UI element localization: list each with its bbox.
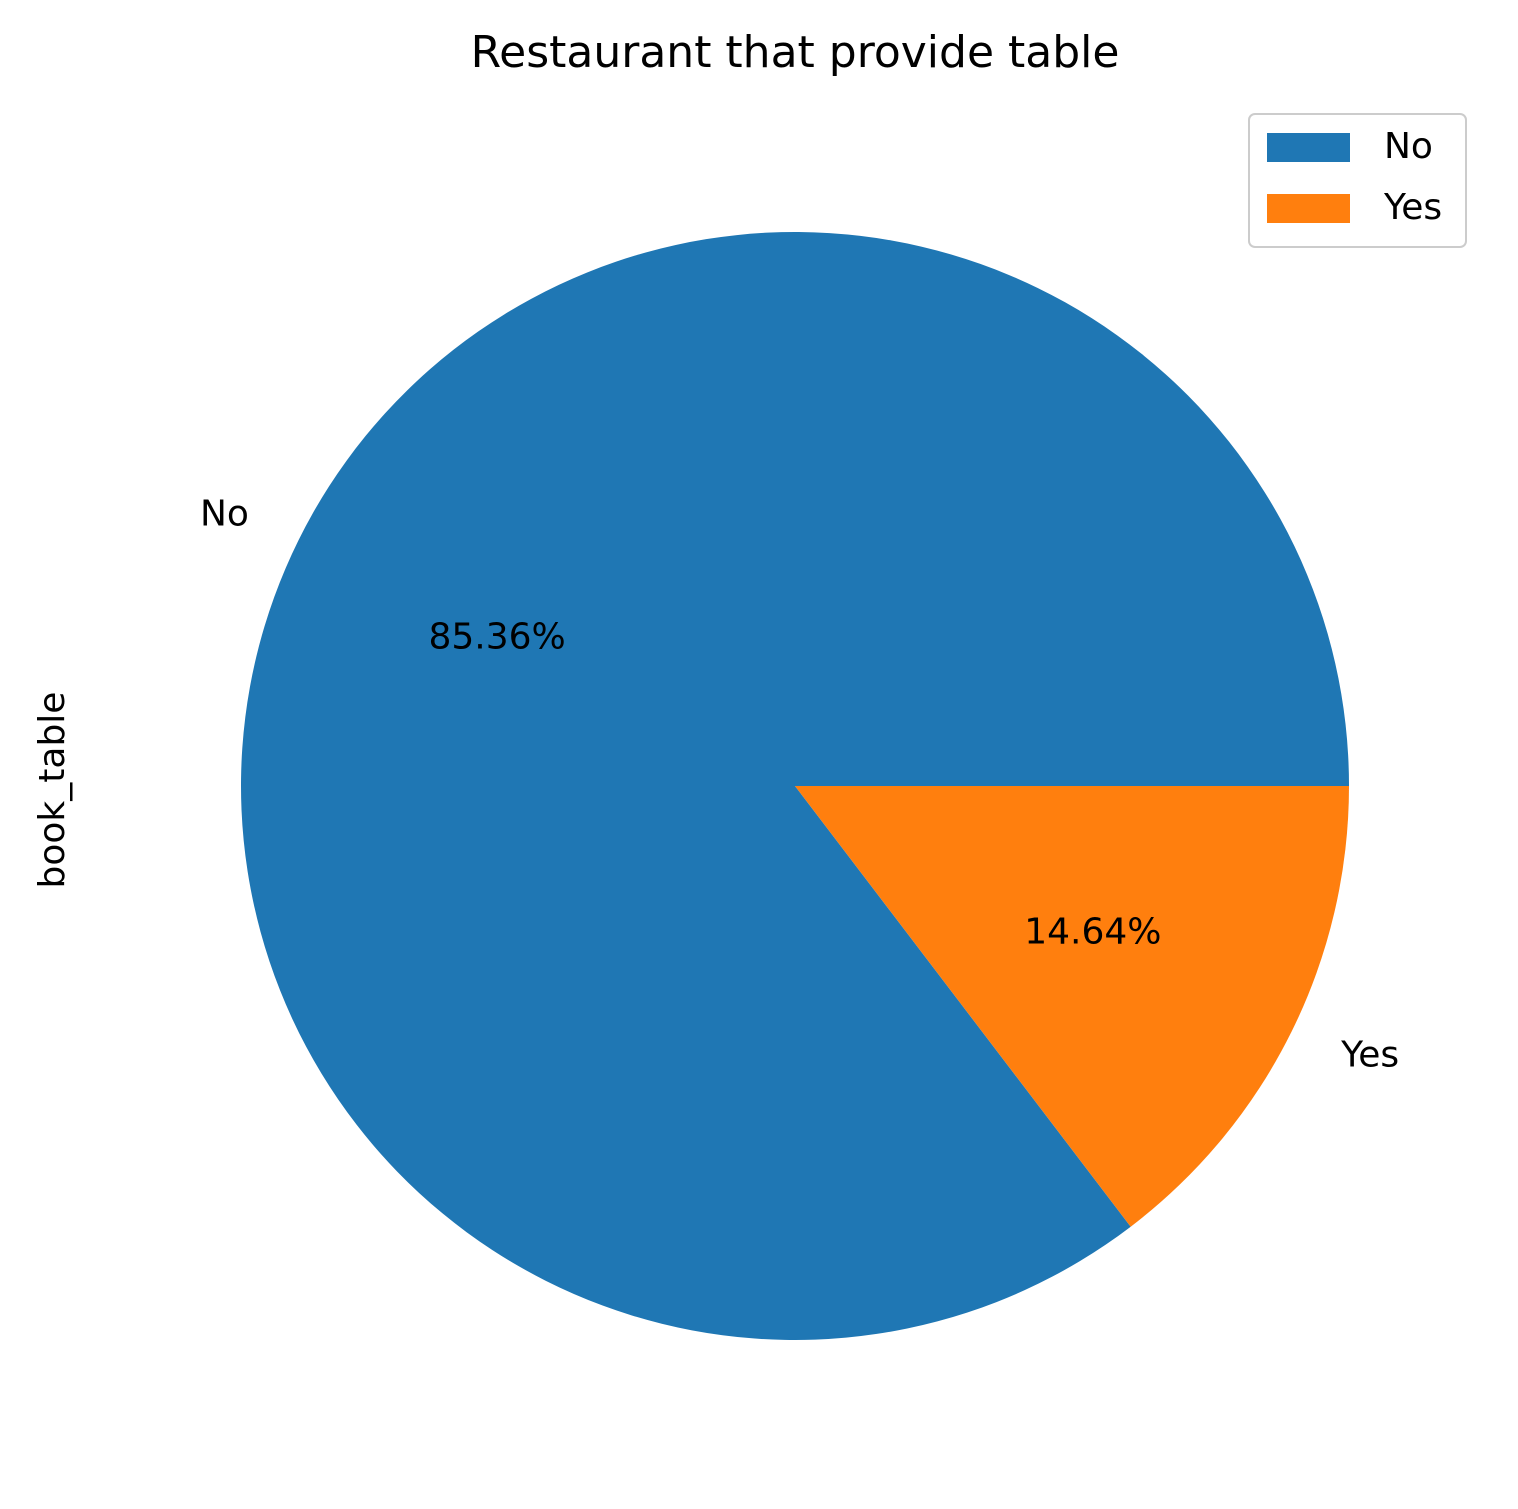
slice-percent-yes: 14.64%: [1024, 912, 1161, 953]
legend-label-yes: Yes: [1383, 187, 1442, 228]
pie-slice-no: [240, 231, 1349, 1340]
legend-swatch-no: [1267, 133, 1350, 162]
y-axis-label: book_table: [32, 692, 73, 889]
slice-percent-no: 85.36%: [429, 616, 566, 657]
pie-slices: [240, 231, 1349, 1340]
slice-labels: No 85.36% Yes 14.64%: [200, 493, 1399, 1075]
legend-swatch-yes: [1267, 194, 1350, 223]
chart-title: Restaurant that provide table: [471, 27, 1120, 78]
slice-label-no: No: [200, 493, 249, 534]
slice-label-yes: Yes: [1340, 1035, 1399, 1076]
legend-label-no: No: [1384, 126, 1433, 167]
legend: No Yes: [1248, 113, 1467, 248]
pie-slice-yes: [795, 786, 1349, 1227]
